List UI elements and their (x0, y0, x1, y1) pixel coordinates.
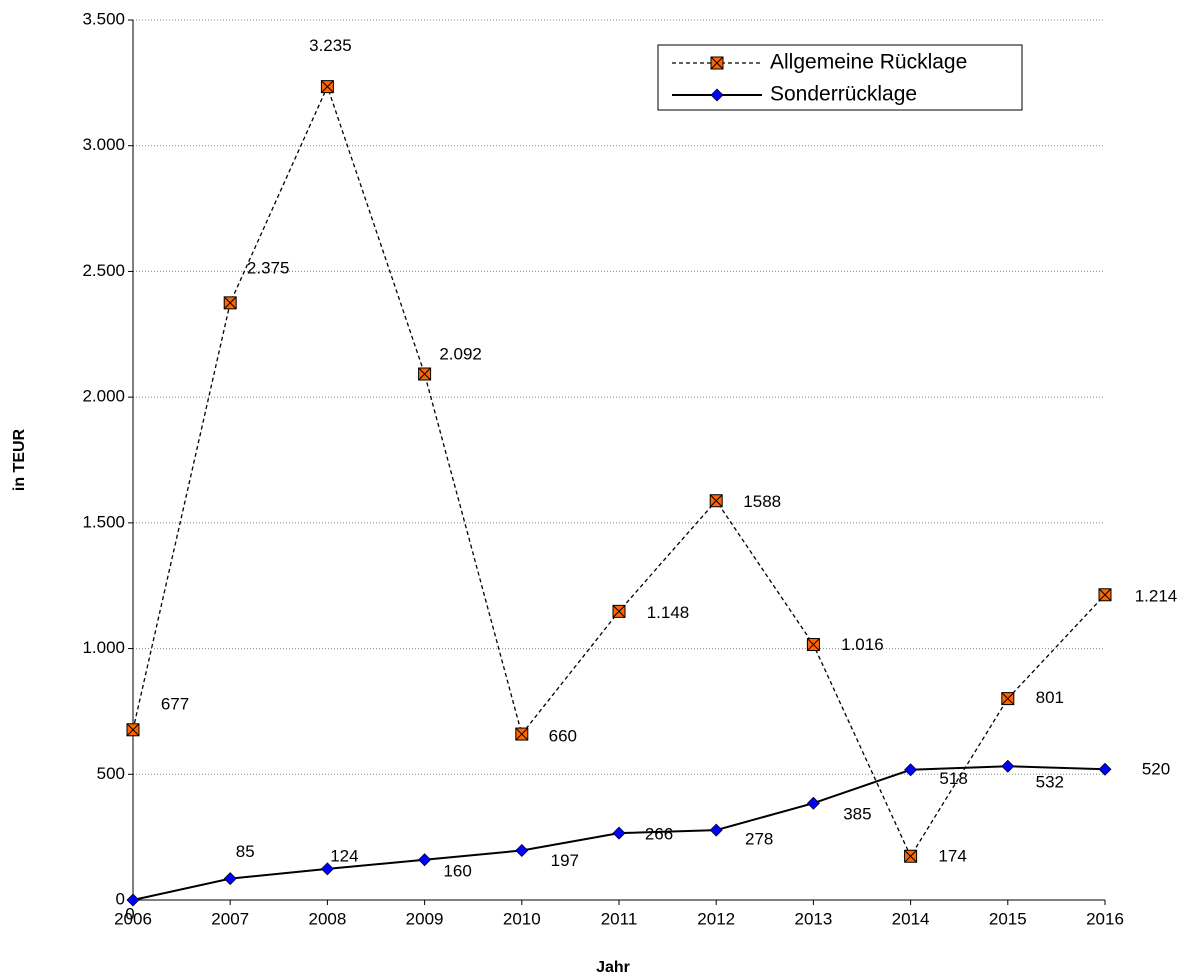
data-label: 520 (1142, 760, 1170, 779)
y-tick-label: 500 (97, 764, 125, 783)
marker-x (904, 849, 917, 863)
y-tick-label: 2.000 (82, 387, 125, 406)
y-tick-label: 2.500 (82, 261, 125, 280)
x-axis-label: Jahr (596, 959, 630, 976)
data-label: 660 (549, 727, 577, 746)
x-tick-label: 2006 (114, 909, 152, 928)
y-tick-label: 3.000 (82, 135, 125, 154)
data-label: 532 (1036, 773, 1064, 792)
data-point (320, 862, 334, 876)
x-tick-label: 2015 (989, 909, 1027, 928)
legend-marker (710, 56, 724, 70)
x-tick-label: 2010 (503, 909, 541, 928)
data-point (904, 763, 918, 777)
x-tick-label: 2007 (211, 909, 249, 928)
data-point (515, 843, 529, 857)
marker-x (126, 723, 140, 737)
data-point (1001, 759, 1015, 773)
data-point (806, 638, 820, 652)
legend-marker (710, 88, 724, 102)
x-tick-label: 2016 (1086, 909, 1124, 928)
data-label: 160 (443, 861, 471, 880)
data-label: 1.214 (1135, 586, 1178, 605)
data-point (806, 796, 820, 810)
data-label: 266 (645, 825, 673, 844)
data-label: 1.016 (841, 635, 884, 654)
data-point (709, 494, 723, 508)
x-tick-label: 2009 (406, 909, 444, 928)
data-label: 801 (1036, 688, 1064, 707)
y-tick-label: 3.500 (82, 9, 125, 28)
legend-label: Allgemeine Rücklage (770, 51, 967, 74)
data-label: 3.235 (309, 36, 352, 55)
data-point (904, 849, 918, 863)
marker-x (807, 638, 820, 651)
y-tick-label: 0 (116, 889, 125, 908)
data-point (612, 604, 626, 618)
data-label: 197 (551, 851, 579, 870)
y-axis-label: in TEUR (11, 428, 28, 491)
data-point (515, 727, 529, 741)
data-point (612, 826, 626, 840)
data-point (1098, 762, 1112, 776)
data-label: 677 (161, 694, 189, 713)
x-tick-label: 2011 (601, 909, 638, 928)
data-point (418, 853, 432, 867)
data-point (223, 872, 237, 886)
data-point (1098, 588, 1112, 602)
data-point (126, 893, 140, 907)
data-point (1001, 692, 1015, 706)
marker-x (710, 56, 724, 70)
marker-x (515, 727, 529, 741)
data-label: 85 (236, 842, 255, 861)
data-label: 518 (939, 769, 967, 788)
data-label: 124 (330, 846, 358, 865)
marker-x (223, 296, 237, 310)
data-label: 2.375 (247, 258, 290, 277)
data-point (126, 723, 140, 737)
data-point (320, 80, 334, 94)
x-tick-label: 2014 (892, 909, 930, 928)
data-label: 278 (745, 830, 773, 849)
legend-label: Sonderrücklage (770, 83, 917, 106)
marker-x (418, 367, 431, 381)
data-label: 0 (125, 904, 134, 923)
y-tick-label: 1.500 (82, 512, 125, 531)
marker-x (1098, 588, 1112, 602)
x-tick-label: 2008 (308, 909, 346, 928)
data-label: 2.092 (439, 344, 482, 363)
marker-x (612, 605, 626, 618)
data-label: 1.148 (647, 603, 690, 622)
data-point (709, 823, 723, 837)
data-label: 385 (843, 805, 871, 824)
data-label: 1588 (743, 492, 781, 511)
x-tick-label: 2013 (794, 909, 832, 928)
marker-x (709, 494, 723, 508)
marker-x (321, 80, 334, 93)
series-line (132, 84, 1106, 858)
x-tick-label: 2012 (697, 909, 735, 928)
y-tick-label: 1.000 (82, 638, 125, 657)
marker-x (1001, 692, 1015, 705)
data-point (223, 296, 237, 310)
data-label: 174 (938, 847, 966, 866)
data-point (418, 367, 432, 381)
